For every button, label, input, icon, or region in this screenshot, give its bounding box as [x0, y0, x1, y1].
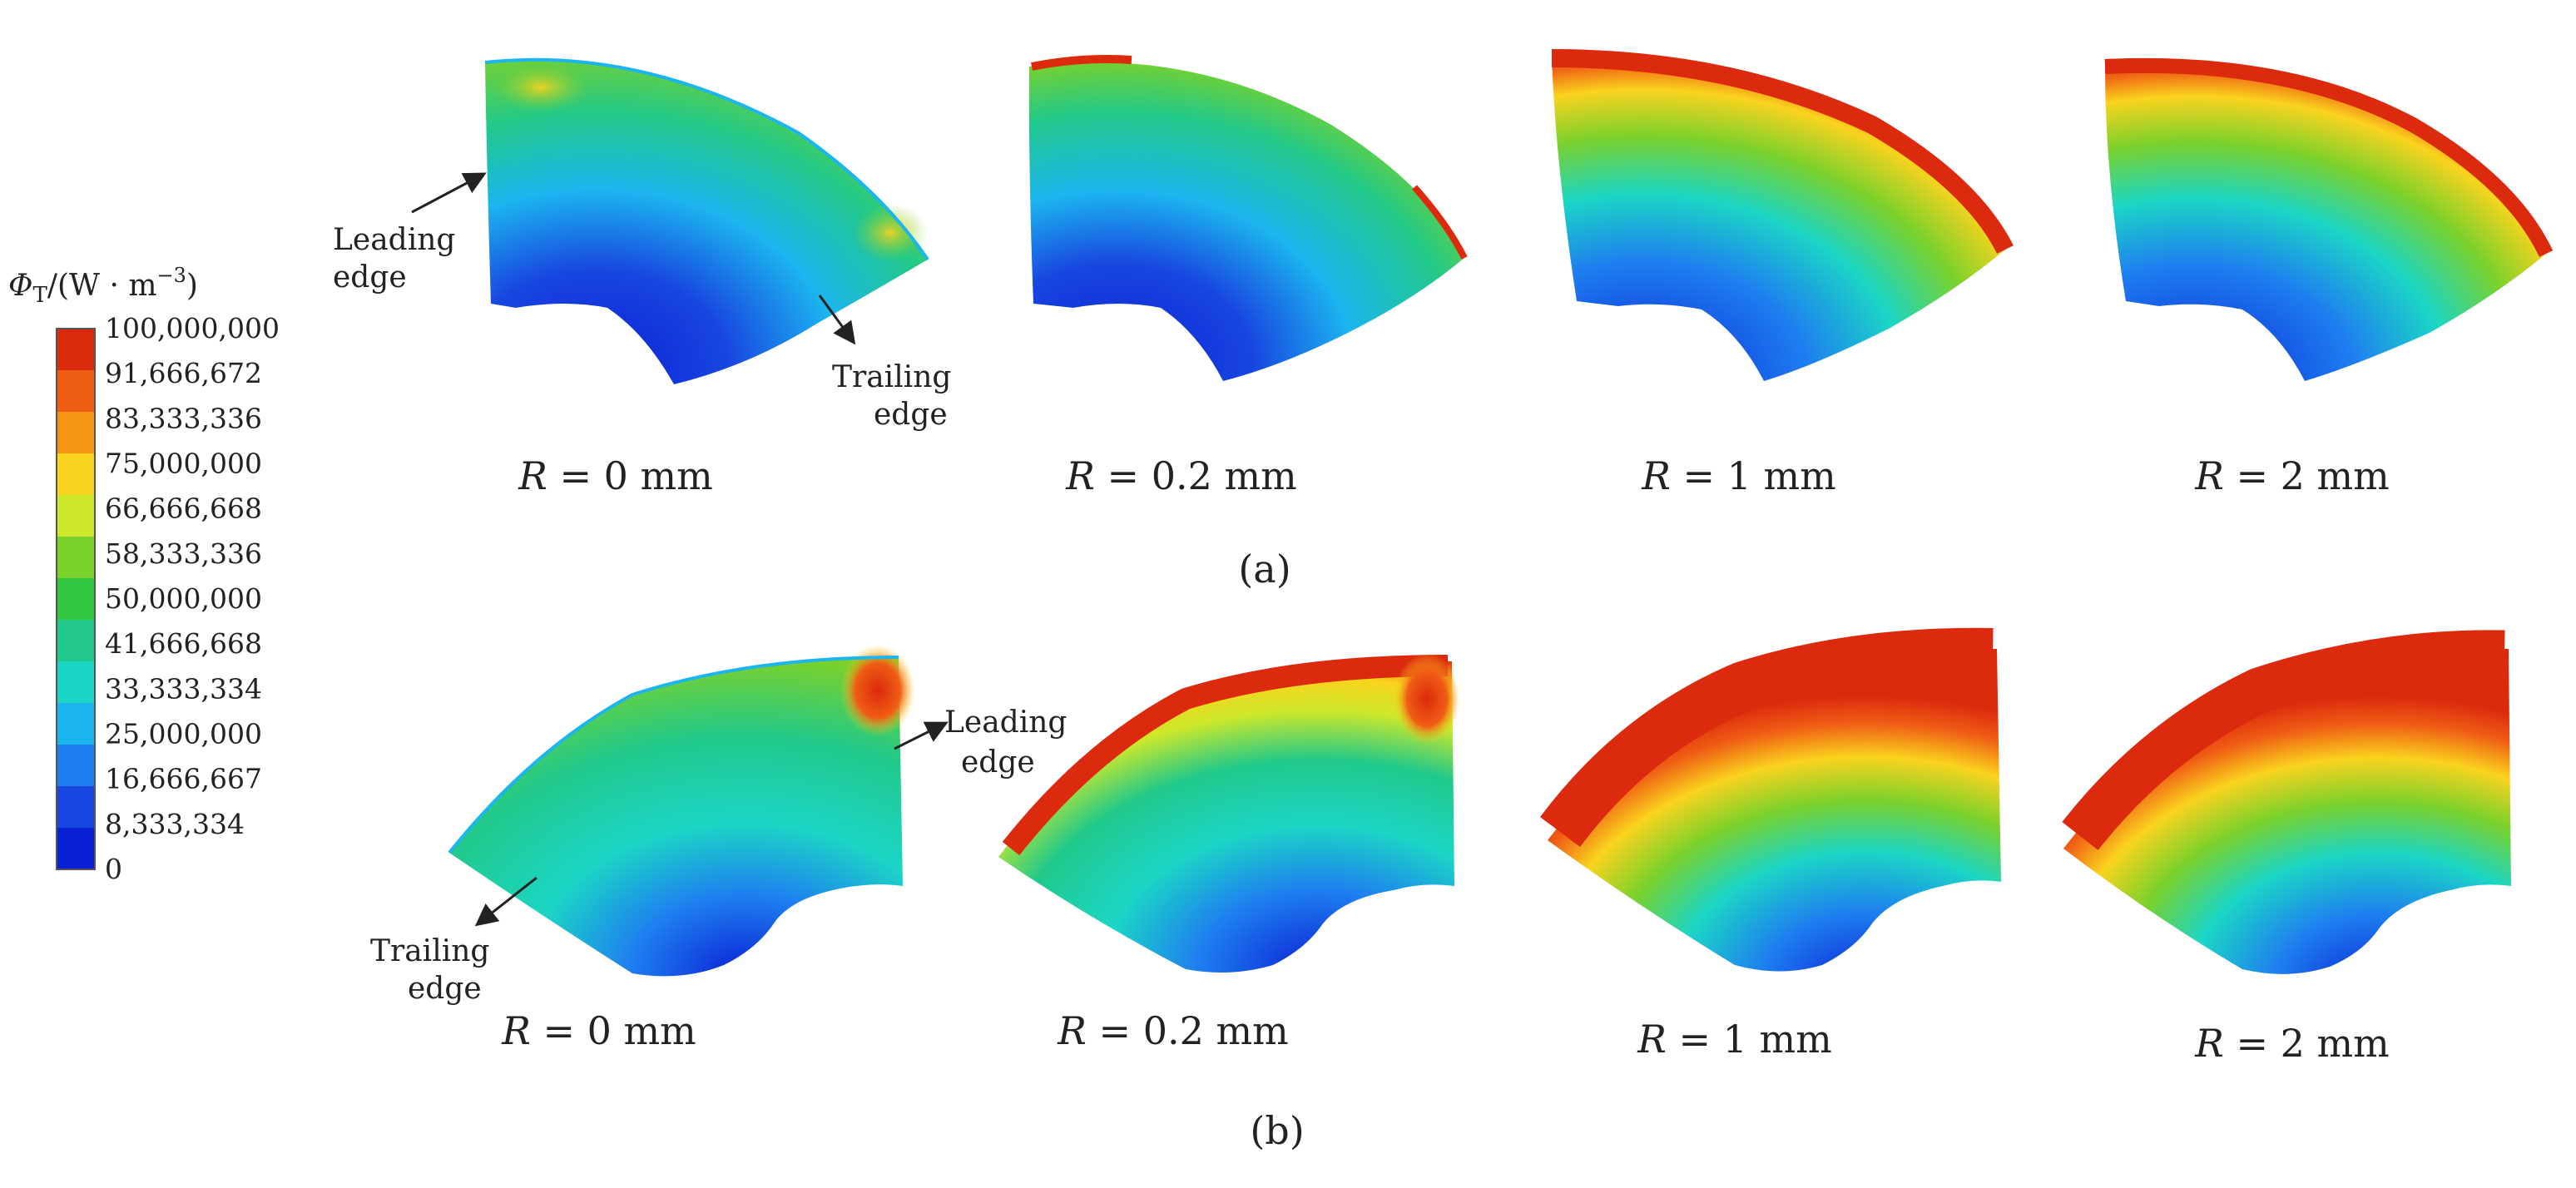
case-label-a1: R = 0 mm	[518, 453, 713, 498]
legend-tick-label: 58,333,336	[105, 537, 262, 570]
legend-swatch	[57, 370, 95, 413]
legend-tick-label: 0	[105, 853, 122, 885]
legend-title-symbol: Φ	[8, 269, 33, 303]
legend-tick-label: 66,666,668	[105, 493, 262, 525]
blade-b2-contour	[998, 653, 1460, 973]
arrow-trailing-edge-b	[474, 876, 537, 927]
blade-b3-hot-band	[1540, 627, 1994, 848]
blade-b1-contour	[448, 645, 915, 977]
arrow-trailing-edge-a	[818, 295, 856, 345]
legend-tick-label: 8,333,334	[105, 808, 245, 840]
legend-title-units-sup: −3	[157, 264, 186, 287]
legend-title-units: /(W · m	[47, 269, 157, 303]
panel-b: Leading edge Trailing edge R = 0 mm R = …	[370, 627, 2511, 1153]
legend-swatch	[57, 828, 95, 870]
legend-tick-label: 25,000,000	[105, 718, 262, 750]
blade-a1-shape	[485, 59, 928, 385]
legend-tick-label: 91,666,672	[105, 357, 262, 389]
legend-tick-label: 100,000,000	[105, 312, 280, 344]
legend-tick-label: 16,666,667	[105, 763, 262, 795]
legend-tick-label: 75,000,000	[105, 448, 262, 480]
panel-label-b: (b)	[1250, 1108, 1304, 1153]
blade-a2-contour	[1028, 55, 1468, 382]
case-label-b1: R = 0 mm	[501, 1008, 696, 1053]
legend-swatch	[57, 745, 95, 787]
annotation-trailing-edge-b: Trailing edge	[370, 876, 537, 1006]
blade-b1-hot-spot	[840, 645, 915, 736]
annotation-leading-edge-b: Leading edge	[894, 705, 1067, 780]
legend-swatch	[57, 703, 95, 745]
colorbar-legend: ΦT/(W · m−3) 100,000,000 91,666,672 83,333…	[8, 264, 280, 885]
blade-b1-edge	[448, 656, 899, 854]
legend-swatch	[57, 578, 95, 621]
blade-a3-hot-band	[1551, 49, 2014, 255]
legend-tick-label: 33,333,334	[105, 672, 262, 705]
legend-swatches	[56, 328, 96, 870]
legend-frame	[56, 328, 96, 870]
annotation-leading-edge-a-line1: Leading	[333, 223, 455, 257]
blade-a2-tip-edge	[1412, 185, 1468, 260]
legend-swatch	[57, 412, 95, 454]
arrow-leading-edge-a	[411, 172, 487, 214]
blade-a1-contour	[484, 57, 929, 385]
legend-swatch	[57, 620, 95, 662]
case-label-a4: R = 2 mm	[2194, 453, 2390, 498]
blade-a1-warm-spot-tip	[853, 204, 928, 262]
blade-a2-hot-edge	[1031, 55, 1132, 71]
blade-b4-contour	[2062, 630, 2511, 974]
blade-b4-shape	[2063, 648, 2511, 974]
blade-b2-shape	[998, 661, 1454, 973]
legend-swatch	[57, 786, 95, 829]
blade-b2-hot-spot	[1394, 653, 1460, 745]
blade-a3-shape	[1552, 58, 2005, 381]
blade-a4-shape	[2105, 65, 2546, 381]
annotation-trailing-edge-a-line2: edge	[874, 398, 948, 432]
legend-swatch	[57, 495, 95, 537]
blade-b4-hot-band	[2062, 630, 2505, 850]
annotation-trailing-edge-b-line1: Trailing	[370, 934, 489, 968]
legend-swatch	[57, 329, 95, 371]
legend-tick-label: 83,333,336	[105, 402, 262, 434]
blade-a3-contour	[1551, 49, 2014, 381]
annotation-trailing-edge-a-line1: Trailing	[832, 360, 951, 394]
panel-label-a: (a)	[1238, 547, 1290, 592]
blade-a1-edge	[484, 57, 929, 261]
legend-tick-label: 41,666,668	[105, 627, 262, 660]
case-label-a2: R = 0.2 mm	[1065, 453, 1296, 498]
annotation-trailing-edge-a: Trailing edge	[818, 295, 951, 432]
legend-swatch	[57, 537, 95, 579]
blade-b2-hot-band	[1002, 655, 1449, 856]
legend-title: ΦT/(W · m−3)	[8, 264, 198, 308]
blade-a4-hot-band	[2104, 57, 2554, 257]
legend-swatch	[57, 661, 95, 704]
case-label-a3: R = 1 mm	[1641, 453, 1836, 498]
blade-a4-contour	[2104, 57, 2554, 381]
legend-title-subscript: T	[33, 283, 48, 308]
legend-tick-label: 50,000,000	[105, 582, 262, 615]
blade-a1-warm-spot-top	[491, 62, 591, 112]
case-label-b4: R = 2 mm	[2194, 1021, 2390, 1066]
blade-b3-contour	[1540, 627, 2001, 972]
blade-a2-shape	[1028, 62, 1464, 382]
legend-ticks: 100,000,000 91,666,672 83,333,336 75,000,00…	[105, 312, 280, 885]
case-label-b2: R = 0.2 mm	[1057, 1008, 1288, 1053]
annotation-leading-edge-a-line2: edge	[333, 260, 407, 295]
panel-a: Leading edge Trailing edge R = 0 mm R = …	[333, 49, 2554, 592]
annotation-leading-edge-b-line2: edge	[961, 745, 1035, 780]
blade-b1-shape	[449, 657, 903, 977]
legend-title-units-close: )	[186, 269, 198, 303]
case-label-b3: R = 1 mm	[1637, 1017, 1832, 1062]
arrow-leading-edge-b	[894, 721, 949, 750]
legend-swatch	[57, 453, 95, 496]
annotation-leading-edge-a: Leading edge	[333, 172, 487, 295]
annotation-leading-edge-b-line1: Leading	[944, 705, 1067, 740]
annotation-trailing-edge-b-line2: edge	[408, 972, 482, 1006]
